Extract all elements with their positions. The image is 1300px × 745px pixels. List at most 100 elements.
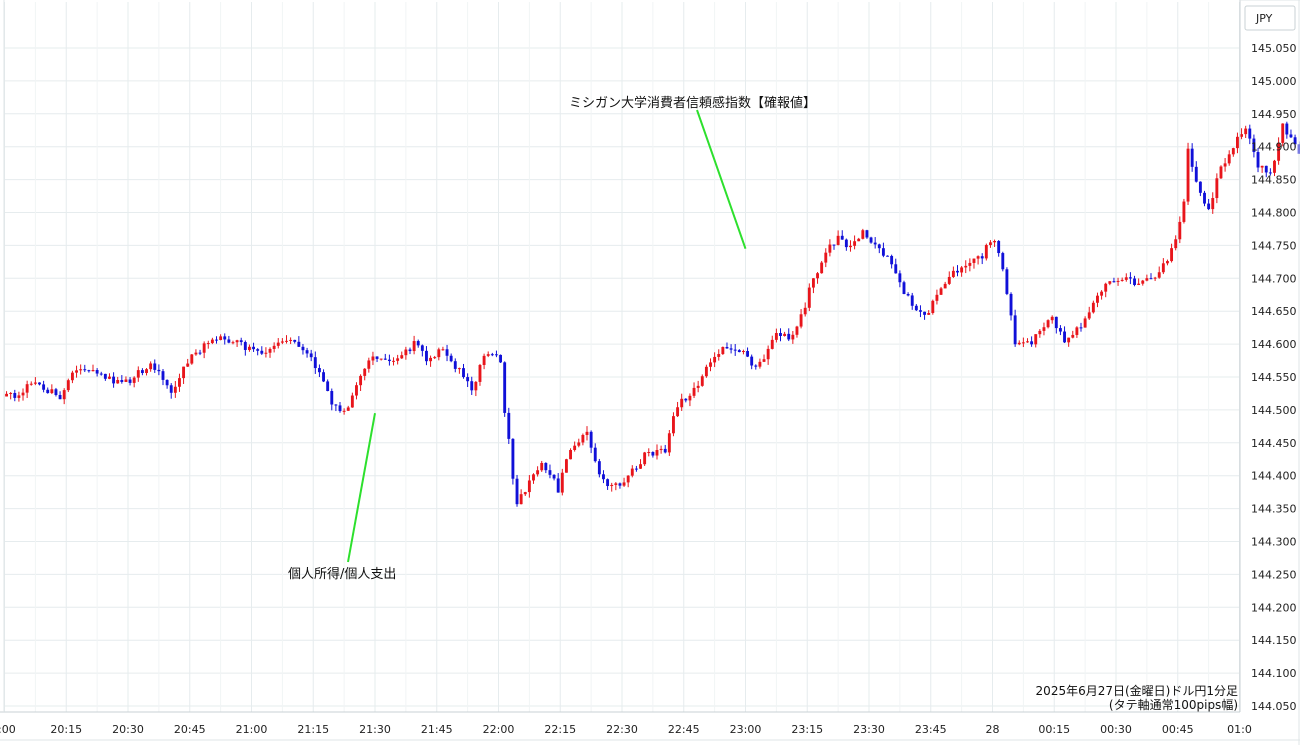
- candle-down: [844, 239, 848, 248]
- candle-up: [285, 340, 288, 342]
- candle-down: [1256, 152, 1260, 168]
- candle-up: [984, 245, 988, 259]
- candle-down: [1194, 166, 1198, 182]
- grid-layer: [4, 2, 1240, 712]
- candle-up: [1227, 154, 1231, 164]
- x-tick-label: 28: [986, 723, 1000, 736]
- candle-up: [182, 366, 186, 379]
- candle-down: [87, 370, 91, 372]
- candle-up: [75, 370, 78, 373]
- candle-up: [968, 262, 972, 266]
- candle-down: [1293, 137, 1297, 145]
- candle-up: [429, 357, 433, 362]
- candle-up: [1096, 295, 1099, 303]
- candle-down: [980, 256, 984, 259]
- candle-up: [66, 380, 70, 391]
- candle-down: [83, 369, 87, 371]
- candle-up: [474, 381, 478, 391]
- candle-down: [779, 333, 782, 336]
- candle-up: [972, 258, 976, 263]
- candle-up: [350, 395, 354, 408]
- candle-up: [33, 382, 37, 384]
- candle-up: [1240, 134, 1243, 137]
- candle-up: [342, 410, 346, 412]
- candle-down: [120, 380, 124, 382]
- candle-down: [375, 356, 379, 359]
- candle-up: [124, 379, 128, 382]
- x-tick-label: 01:0: [1227, 723, 1252, 736]
- candle-up: [264, 352, 268, 354]
- annotation-label: ミシガン大学消費者信頼感指数【確報値】: [569, 95, 816, 111]
- candle-up: [186, 363, 190, 367]
- y-tick-label: 144.300: [1251, 536, 1297, 549]
- candle-down: [750, 356, 754, 366]
- candle-down: [322, 372, 325, 382]
- candle-down: [305, 350, 309, 354]
- x-tick-label: 22:30: [606, 723, 638, 736]
- candle-up: [816, 273, 819, 279]
- candle-down: [684, 398, 688, 401]
- candle-down: [301, 346, 305, 351]
- candle-up: [1100, 291, 1104, 296]
- candle-down: [602, 474, 605, 480]
- candle-up: [1219, 166, 1223, 179]
- candle-up: [202, 343, 206, 353]
- candle-up: [1223, 163, 1227, 167]
- candle-up: [1211, 198, 1215, 210]
- candle-down: [165, 379, 169, 386]
- candle-up: [1017, 342, 1021, 345]
- candle-up: [235, 340, 239, 343]
- candle-up: [676, 407, 680, 417]
- candle-up: [770, 339, 774, 349]
- candle-up: [1260, 165, 1264, 168]
- candle-down: [58, 394, 62, 400]
- candle-down: [663, 448, 667, 453]
- candle-up: [400, 355, 404, 359]
- candle-down: [387, 359, 391, 362]
- candle-up: [1026, 341, 1029, 343]
- candle-up: [532, 474, 535, 481]
- candle-down: [737, 350, 741, 353]
- x-tick-label: 23:45: [915, 723, 947, 736]
- y-tick-label: 144.850: [1251, 174, 1297, 187]
- candle-up: [21, 392, 25, 396]
- candle-up: [709, 362, 712, 367]
- candle-down: [95, 370, 99, 374]
- candle-up: [820, 262, 824, 274]
- candle-up: [486, 354, 490, 356]
- candle-up: [614, 483, 618, 485]
- candle-up: [1182, 201, 1186, 222]
- candle-up: [655, 450, 659, 456]
- candle-up: [935, 294, 939, 301]
- candle-up: [1145, 278, 1149, 281]
- candle-up: [1038, 330, 1042, 335]
- candle-down: [260, 350, 264, 354]
- candle-down: [754, 365, 758, 367]
- candle-up: [29, 383, 33, 385]
- candle-down: [383, 358, 387, 360]
- candle-down: [651, 452, 655, 456]
- candle-down: [1289, 134, 1293, 138]
- candle-down: [869, 237, 873, 243]
- candle-down: [408, 349, 412, 352]
- candle-up: [17, 395, 21, 398]
- candle-up: [1231, 148, 1235, 155]
- candle-up: [1137, 283, 1141, 285]
- candle-up: [766, 348, 770, 360]
- candle-down: [1190, 148, 1194, 167]
- y-tick-label: 144.950: [1251, 108, 1297, 121]
- candle-down: [1264, 165, 1268, 173]
- candle-up: [585, 431, 589, 435]
- candle-up: [951, 270, 955, 277]
- candle-down: [597, 461, 601, 475]
- candle-up: [1178, 221, 1182, 240]
- candle-up: [836, 235, 840, 245]
- candle-down: [252, 346, 255, 350]
- candle-down: [606, 479, 610, 487]
- candle-up: [1050, 316, 1054, 321]
- candle-up: [1215, 178, 1219, 199]
- candle-down: [877, 244, 881, 249]
- candle-down: [128, 379, 132, 383]
- candle-up: [1067, 337, 1071, 343]
